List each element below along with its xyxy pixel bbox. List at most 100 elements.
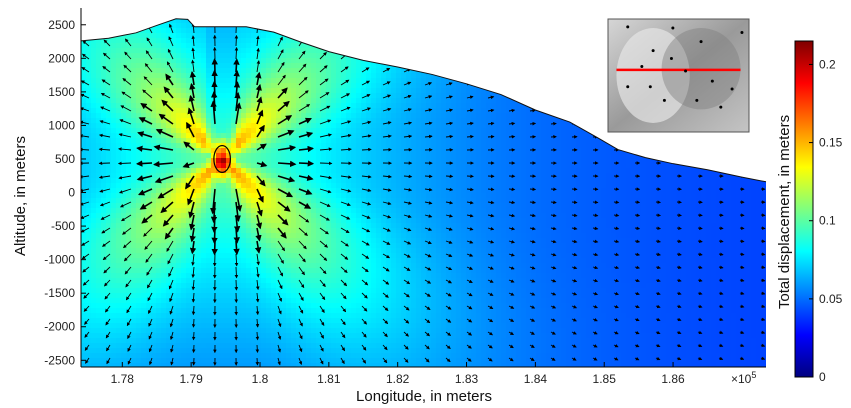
displacement-arrow xyxy=(529,213,536,218)
displacement-arrow xyxy=(445,18,452,21)
displacement-arrow xyxy=(634,252,641,257)
displacement-arrow xyxy=(255,279,260,291)
displacement-arrow xyxy=(529,239,536,244)
displacement-arrow xyxy=(424,357,430,363)
displacement-arrow xyxy=(298,76,308,86)
displacement-arrow xyxy=(277,266,284,277)
displacement-arrow xyxy=(361,107,371,112)
displacement-arrow xyxy=(403,187,413,192)
displacement-arrow xyxy=(82,279,90,286)
displacement-arrow xyxy=(147,292,153,302)
displacement-arrow xyxy=(191,47,195,60)
displacement-arrow xyxy=(382,331,388,338)
displacement-arrow xyxy=(424,344,430,350)
displacement-arrow xyxy=(319,147,333,151)
displacement-arrow xyxy=(550,239,557,244)
displacement-arrow xyxy=(508,30,515,34)
displacement-arrow xyxy=(256,175,266,187)
displacement-arrow xyxy=(487,213,495,218)
displacement-arrow xyxy=(162,214,174,227)
displacement-arrow xyxy=(655,226,662,231)
displacement-arrow xyxy=(571,344,577,348)
displacement-arrow xyxy=(403,214,412,219)
displacement-arrow xyxy=(466,227,474,231)
displacement-arrow xyxy=(571,252,578,257)
inset-station-marker xyxy=(719,105,723,109)
displacement-arrow xyxy=(529,95,536,100)
displacement-arrow xyxy=(676,252,682,257)
displacement-arrow xyxy=(466,18,473,21)
displacement-arrow xyxy=(718,317,724,322)
displacement-arrow xyxy=(655,343,661,348)
displacement-arrow xyxy=(592,18,598,22)
displacement-arrow xyxy=(136,175,153,182)
displacement-arrow xyxy=(298,279,305,289)
displacement-arrow xyxy=(571,226,578,231)
source-ellipse xyxy=(213,144,231,174)
displacement-arrow xyxy=(277,279,283,290)
displacement-arrow xyxy=(298,305,304,314)
displacement-arrow xyxy=(508,226,516,231)
displacement-arrow xyxy=(126,18,132,21)
displacement-arrow xyxy=(136,145,153,152)
displacement-arrow xyxy=(550,213,557,218)
displacement-arrow xyxy=(298,214,310,223)
displacement-arrow xyxy=(340,318,346,326)
displacement-arrow xyxy=(103,39,111,47)
displacement-arrow xyxy=(361,174,372,179)
displacement-arrow xyxy=(157,188,174,199)
displacement-arrow xyxy=(119,201,132,208)
displacement-arrow xyxy=(424,214,433,218)
y-tick-label: -500 xyxy=(51,219,75,233)
displacement-arrow xyxy=(182,161,195,168)
displacement-arrow xyxy=(403,279,411,285)
displacement-arrow xyxy=(760,44,766,48)
inset-station-marker xyxy=(640,64,644,68)
displacement-arrow xyxy=(487,18,494,21)
displacement-arrow xyxy=(104,18,111,21)
displacement-arrow xyxy=(676,213,682,217)
x-axis-label: Longitude, in meters xyxy=(356,388,492,405)
displacement-arrow xyxy=(127,344,132,352)
displacement-arrow xyxy=(403,174,413,179)
displacement-arrow xyxy=(424,18,431,21)
displacement-arrow xyxy=(508,56,515,60)
displacement-arrow xyxy=(466,344,472,349)
displacement-arrow xyxy=(255,331,260,341)
displacement-arrow xyxy=(298,63,307,73)
displacement-arrow xyxy=(550,82,557,87)
displacement-arrow xyxy=(167,48,174,60)
displacement-arrow xyxy=(361,214,371,219)
axes: 1.78 1.79 1.8 1.81 1.82 1.83 1.84 1.85 1.86 2500 2… xyxy=(44,8,767,386)
displacement-arrow xyxy=(340,331,346,339)
displacement-arrow xyxy=(119,188,132,194)
displacement-arrow xyxy=(277,292,282,302)
displacement-arrow xyxy=(84,344,90,351)
displacement-arrow xyxy=(550,279,557,283)
displacement-arrow xyxy=(403,108,412,112)
displacement-arrow xyxy=(424,174,433,179)
inset-station-marker xyxy=(710,79,714,83)
displacement-arrow xyxy=(361,279,369,286)
displacement-arrow xyxy=(592,108,599,113)
displacement-arrow xyxy=(382,318,389,325)
displacement-arrow xyxy=(361,120,372,125)
displacement-arrow xyxy=(382,94,392,99)
displacement-arrow xyxy=(613,239,620,244)
displacement-arrow xyxy=(255,305,260,316)
displacement-arrow xyxy=(169,292,174,303)
y-tick-label: 2500 xyxy=(48,18,75,32)
displacement-arrow xyxy=(168,23,174,34)
displacement-arrow xyxy=(298,104,311,112)
displacement-arrow xyxy=(571,305,578,309)
displacement-arrow xyxy=(466,305,473,310)
displacement-arrow xyxy=(634,239,641,244)
displacement-arrow xyxy=(550,265,557,270)
displacement-arrow xyxy=(466,279,473,283)
displacement-arrow xyxy=(144,63,153,73)
displacement-arrow xyxy=(445,69,453,73)
displacement-arrow xyxy=(361,40,369,47)
displacement-arrow xyxy=(319,119,332,125)
displacement-arrow xyxy=(142,89,153,99)
displacement-arrow xyxy=(169,305,174,315)
